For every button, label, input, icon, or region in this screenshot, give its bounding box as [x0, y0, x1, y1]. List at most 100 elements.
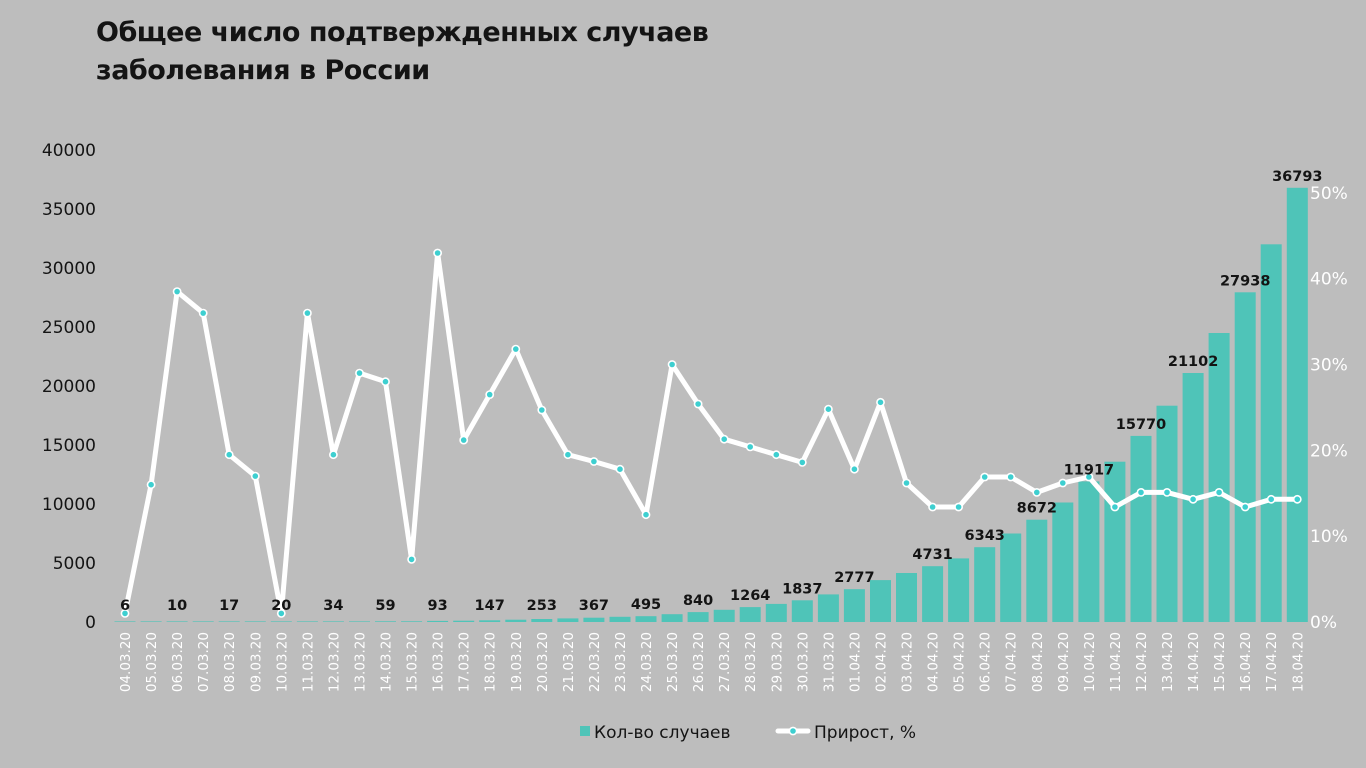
data-label-10.03.20: 20 [271, 598, 291, 614]
line-point-03.04.20 [902, 478, 911, 488]
data-label-06.03.20: 10 [167, 598, 187, 614]
bar-10.03.20 [270, 621, 292, 622]
bar-23.03.20 [609, 616, 631, 622]
legend: Кол-во случаев Прирост, % [580, 723, 916, 743]
x-tick-02.04.20: 02.04.20 [874, 632, 890, 692]
y-axis-right: 0% 10% 20% 30% 40% 50% [1310, 184, 1348, 633]
line-point-04.03.20 [120, 609, 130, 618]
line-point-31.03.20 [824, 404, 833, 414]
x-tick-18.04.20: 18.04.20 [1290, 632, 1306, 692]
x-tick-05.04.20: 05.04.20 [952, 632, 968, 692]
y-right-tick-10%: 10% [1310, 527, 1348, 547]
data-label-26.03.20: 840 [683, 593, 713, 609]
x-tick-22.03.20: 22.03.20 [587, 632, 603, 692]
line-point-30.03.20 [797, 457, 807, 467]
line-point-01.04.20 [850, 464, 859, 474]
line-point-22.03.20 [589, 457, 599, 466]
legend-bar-label: Кол-во случаев [594, 723, 731, 743]
bar-05.03.20 [140, 621, 162, 622]
line-point-13.03.20 [355, 368, 364, 378]
line-point-25.03.20 [667, 360, 677, 369]
line-point-05.03.20 [146, 480, 156, 490]
x-tick-21.03.20: 21.03.20 [561, 632, 577, 692]
line-series [120, 248, 1302, 618]
data-label-22.03.20: 367 [579, 598, 609, 614]
bar-13.03.20 [349, 621, 370, 622]
x-axis: 04.03.20 05.03.20 06.03.20 07.03.20 08.03.20… [118, 632, 1306, 692]
legend-line-label: Прирост, % [814, 723, 916, 743]
line-point-21.03.20 [563, 450, 573, 460]
x-tick-19.03.20: 19.03.20 [509, 632, 525, 692]
legend-line-marker [788, 726, 798, 736]
x-tick-05.03.20: 05.03.20 [144, 632, 160, 692]
bar-20.03.20 [531, 619, 553, 622]
x-tick-15.03.20: 15.03.20 [405, 632, 421, 692]
x-tick-29.03.20: 29.03.20 [769, 632, 785, 692]
x-tick-10.04.20: 10.04.20 [1082, 632, 1098, 692]
line-point-02.04.20 [876, 397, 885, 407]
bar-01.04.20 [843, 589, 865, 622]
x-tick-16.04.20: 16.04.20 [1238, 632, 1254, 692]
bar-09.04.20 [1052, 502, 1074, 622]
x-tick-31.03.20: 31.03.20 [821, 632, 837, 692]
bar-08.03.20 [218, 621, 240, 622]
bar-06.04.20 [974, 547, 996, 622]
x-tick-07.04.20: 07.04.20 [1004, 632, 1020, 692]
y-axis-left: 0 5000 10000 15000 20000 25000 30000 35000 40000 [42, 141, 96, 633]
data-label-06.04.20: 6343 [965, 528, 1005, 544]
x-tick-01.04.20: 01.04.20 [847, 632, 863, 692]
bar-14.03.20 [375, 621, 396, 622]
x-tick-20.03.20: 20.03.20 [535, 632, 551, 692]
data-label-18.03.20: 147 [475, 598, 505, 614]
line-point-18.03.20 [485, 390, 495, 399]
data-label-01.04.20: 2777 [834, 570, 874, 586]
line-point-06.03.20 [172, 287, 182, 296]
bar-07.03.20 [192, 621, 214, 622]
bar-17.04.20 [1260, 244, 1282, 623]
bar-15.04.20 [1208, 333, 1230, 622]
y-left-tick-10000: 10000 [42, 495, 96, 515]
bar-24.03.20 [635, 616, 657, 622]
bar-07.04.20 [1000, 533, 1022, 622]
bar-25.03.20 [661, 614, 683, 622]
x-tick-13.03.20: 13.03.20 [353, 632, 369, 692]
x-tick-06.04.20: 06.04.20 [978, 632, 994, 692]
line-point-16.04.20 [1240, 502, 1250, 512]
x-tick-30.03.20: 30.03.20 [795, 632, 811, 692]
x-tick-04.04.20: 04.04.20 [926, 632, 942, 692]
data-label-08.04.20: 8672 [1017, 501, 1057, 517]
data-label-30.03.20: 1837 [782, 581, 822, 597]
x-tick-03.04.20: 03.04.20 [900, 632, 916, 692]
data-labels: 6 10 17 20 34 59 93 147 253 367 495 840 1264 1837 2777… [120, 169, 1323, 614]
x-tick-04.03.20: 04.03.20 [118, 632, 134, 692]
bar-16.04.20 [1234, 292, 1256, 622]
bar-12.03.20 [322, 621, 344, 622]
line-point-15.03.20 [407, 555, 416, 564]
line-point-14.03.20 [381, 377, 390, 387]
data-label-14.04.20: 21102 [1168, 354, 1218, 370]
line-point-28.03.20 [745, 442, 755, 452]
line-point-09.04.20 [1058, 478, 1068, 488]
line-point-11.04.20 [1110, 502, 1120, 512]
bar-18.04.20 [1286, 187, 1308, 623]
bar-18.03.20 [479, 620, 501, 622]
line-point-18.04.20 [1292, 494, 1302, 504]
x-tick-28.03.20: 28.03.20 [743, 632, 759, 692]
data-label-04.03.20: 6 [120, 598, 130, 614]
line-point-10.03.20 [276, 609, 286, 618]
line-point-14.04.20 [1188, 494, 1198, 504]
line-point-07.03.20 [198, 308, 208, 318]
data-label-10.04.20: 11917 [1064, 462, 1114, 478]
bar-31.03.20 [817, 594, 839, 622]
data-label-14.03.20: 59 [375, 598, 395, 614]
line-point-15.04.20 [1214, 487, 1224, 497]
line-point-04.04.20 [928, 502, 937, 512]
line-point-09.03.20 [250, 471, 260, 481]
bar-19.03.20 [505, 619, 527, 622]
x-tick-10.03.20: 10.03.20 [274, 632, 290, 692]
x-tick-11.04.20: 11.04.20 [1108, 632, 1124, 692]
x-tick-24.03.20: 24.03.20 [639, 632, 655, 692]
x-tick-16.03.20: 16.03.20 [431, 632, 447, 692]
line-point-16.03.20 [433, 248, 442, 258]
